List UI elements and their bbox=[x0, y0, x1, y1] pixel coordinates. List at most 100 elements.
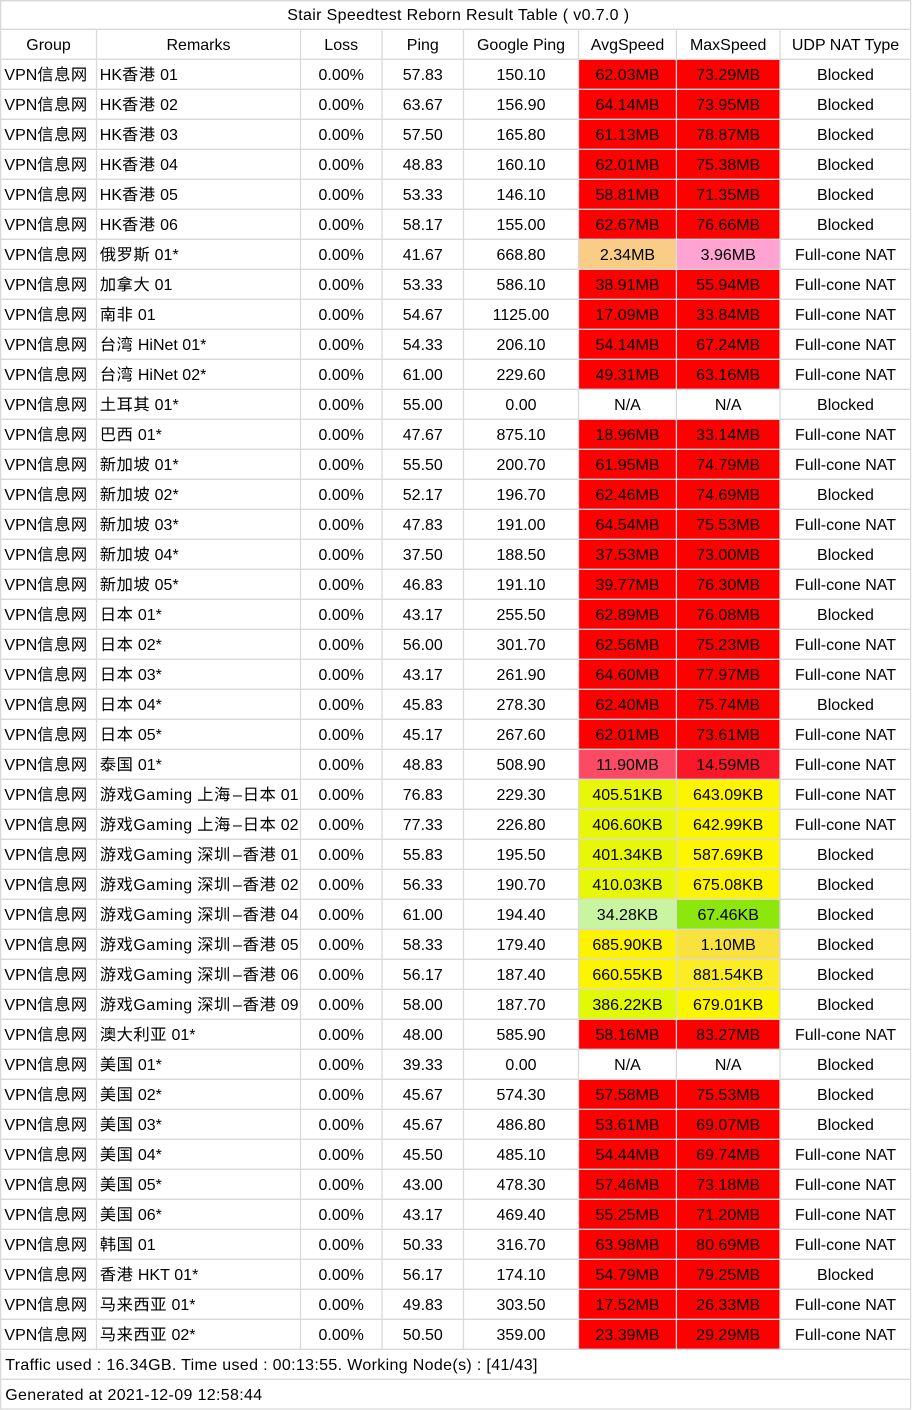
svg-text:156.90: 156.90 bbox=[497, 97, 546, 114]
svg-text:0.00%: 0.00% bbox=[319, 547, 364, 564]
svg-text:01: 01 bbox=[138, 1237, 156, 1254]
svg-text:06*: 06* bbox=[138, 1207, 162, 1224]
svg-text:55.00: 55.00 bbox=[403, 397, 443, 414]
svg-text:0.00%: 0.00% bbox=[319, 1267, 364, 1284]
svg-text:660.55KB: 660.55KB bbox=[592, 967, 662, 984]
svg-text:02: 02 bbox=[281, 817, 299, 834]
svg-text:188.50: 188.50 bbox=[497, 547, 546, 564]
svg-text:–: – bbox=[233, 817, 242, 834]
svg-text:679.01KB: 679.01KB bbox=[693, 997, 763, 1014]
svg-text:Gaming: Gaming bbox=[133, 997, 192, 1014]
svg-text:Blocked: Blocked bbox=[817, 997, 874, 1014]
svg-text:0.00%: 0.00% bbox=[319, 487, 364, 504]
svg-text:0.00%: 0.00% bbox=[319, 907, 364, 924]
svg-text:3.96MB: 3.96MB bbox=[701, 247, 756, 264]
svg-text:406.60KB: 406.60KB bbox=[592, 817, 662, 834]
svg-text:18.96MB: 18.96MB bbox=[595, 427, 659, 444]
svg-text:VPN: VPN bbox=[4, 907, 37, 924]
svg-text:881.54KB: 881.54KB bbox=[693, 967, 763, 984]
svg-text:05: 05 bbox=[160, 187, 178, 204]
svg-text:57.50: 57.50 bbox=[403, 127, 443, 144]
svg-text:AvgSpeed: AvgSpeed bbox=[591, 37, 665, 54]
svg-text:206.10: 206.10 bbox=[497, 337, 546, 354]
svg-text:56.00: 56.00 bbox=[403, 637, 443, 654]
svg-text:187.70: 187.70 bbox=[497, 997, 546, 1014]
svg-text:VPN: VPN bbox=[4, 517, 37, 534]
svg-text:642.99KB: 642.99KB bbox=[693, 817, 763, 834]
svg-text:187.40: 187.40 bbox=[497, 967, 546, 984]
svg-text:194.40: 194.40 bbox=[497, 907, 546, 924]
svg-text:0.00%: 0.00% bbox=[319, 847, 364, 864]
svg-text:48.00: 48.00 bbox=[403, 1027, 443, 1044]
svg-text:03*: 03* bbox=[155, 517, 179, 534]
svg-text:0.00%: 0.00% bbox=[319, 97, 364, 114]
svg-text:55.94MB: 55.94MB bbox=[696, 277, 760, 294]
svg-text:160.10: 160.10 bbox=[497, 157, 546, 174]
svg-text:675.08KB: 675.08KB bbox=[693, 877, 763, 894]
svg-text:47.83: 47.83 bbox=[403, 517, 443, 534]
svg-text:Full-cone NAT: Full-cone NAT bbox=[795, 787, 896, 804]
svg-text:73.18MB: 73.18MB bbox=[696, 1177, 760, 1194]
svg-text:01*: 01* bbox=[155, 457, 179, 474]
svg-text:VPN: VPN bbox=[4, 1267, 37, 1284]
svg-text:Gaming: Gaming bbox=[133, 787, 192, 804]
svg-text:77.33: 77.33 bbox=[403, 817, 443, 834]
svg-text:N/A: N/A bbox=[715, 1057, 742, 1074]
svg-text:74.79MB: 74.79MB bbox=[696, 457, 760, 474]
svg-text:54.44MB: 54.44MB bbox=[595, 1147, 659, 1164]
svg-text:43.17: 43.17 bbox=[403, 667, 443, 684]
svg-text:VPN: VPN bbox=[4, 487, 37, 504]
svg-text:01: 01 bbox=[138, 307, 156, 324]
svg-text:Gaming: Gaming bbox=[133, 907, 192, 924]
svg-text:Full-cone NAT: Full-cone NAT bbox=[795, 1207, 896, 1224]
svg-text:71.20MB: 71.20MB bbox=[696, 1207, 760, 1224]
svg-text:62.46MB: 62.46MB bbox=[595, 487, 659, 504]
svg-text:67.24MB: 67.24MB bbox=[696, 337, 760, 354]
svg-text:Blocked: Blocked bbox=[817, 847, 874, 864]
svg-text:45.83: 45.83 bbox=[403, 697, 443, 714]
svg-text:58.00: 58.00 bbox=[403, 997, 443, 1014]
svg-text:Blocked: Blocked bbox=[817, 1057, 874, 1074]
svg-text:0.00%: 0.00% bbox=[319, 157, 364, 174]
svg-text:226.80: 226.80 bbox=[497, 817, 546, 834]
svg-text:75.74MB: 75.74MB bbox=[696, 697, 760, 714]
svg-text:HK: HK bbox=[100, 217, 123, 234]
svg-text:56.17: 56.17 bbox=[403, 967, 443, 984]
svg-text:58.33: 58.33 bbox=[403, 937, 443, 954]
svg-text:Blocked: Blocked bbox=[817, 97, 874, 114]
svg-text:0.00%: 0.00% bbox=[319, 787, 364, 804]
svg-text:62.56MB: 62.56MB bbox=[595, 637, 659, 654]
svg-text:52.17: 52.17 bbox=[403, 487, 443, 504]
svg-text:33.84MB: 33.84MB bbox=[696, 307, 760, 324]
svg-text:02*: 02* bbox=[138, 637, 162, 654]
svg-text:61.00: 61.00 bbox=[403, 907, 443, 924]
svg-text:359.00: 359.00 bbox=[497, 1327, 546, 1344]
svg-text:03*: 03* bbox=[138, 667, 162, 684]
svg-text:VPN: VPN bbox=[4, 1147, 37, 1164]
svg-text:69.74MB: 69.74MB bbox=[696, 1147, 760, 1164]
svg-text:0.00%: 0.00% bbox=[319, 427, 364, 444]
svg-text:34.28KB: 34.28KB bbox=[597, 907, 658, 924]
svg-text:39.77MB: 39.77MB bbox=[595, 577, 659, 594]
svg-text:190.70: 190.70 bbox=[497, 877, 546, 894]
svg-text:478.30: 478.30 bbox=[497, 1177, 546, 1194]
svg-text:0.00%: 0.00% bbox=[319, 727, 364, 744]
svg-text:1125.00: 1125.00 bbox=[493, 307, 550, 324]
svg-text:0.00%: 0.00% bbox=[319, 67, 364, 84]
svg-text:01: 01 bbox=[281, 787, 299, 804]
svg-text:0.00%: 0.00% bbox=[319, 877, 364, 894]
svg-text:Gaming: Gaming bbox=[133, 967, 192, 984]
svg-text:410.03KB: 410.03KB bbox=[592, 877, 662, 894]
svg-text:58.17: 58.17 bbox=[403, 217, 443, 234]
svg-text:–: – bbox=[233, 787, 242, 804]
svg-text:26.33MB: 26.33MB bbox=[696, 1297, 760, 1314]
svg-text:14.59MB: 14.59MB bbox=[696, 757, 760, 774]
svg-text:02*: 02* bbox=[155, 487, 179, 504]
svg-text:Gaming: Gaming bbox=[133, 817, 192, 834]
svg-text:73.00MB: 73.00MB bbox=[696, 547, 760, 564]
svg-text:71.35MB: 71.35MB bbox=[696, 187, 760, 204]
svg-text:VPN: VPN bbox=[4, 967, 37, 984]
svg-text:49.83: 49.83 bbox=[403, 1297, 443, 1314]
svg-text:VPN: VPN bbox=[4, 847, 37, 864]
svg-text:06: 06 bbox=[281, 967, 299, 984]
